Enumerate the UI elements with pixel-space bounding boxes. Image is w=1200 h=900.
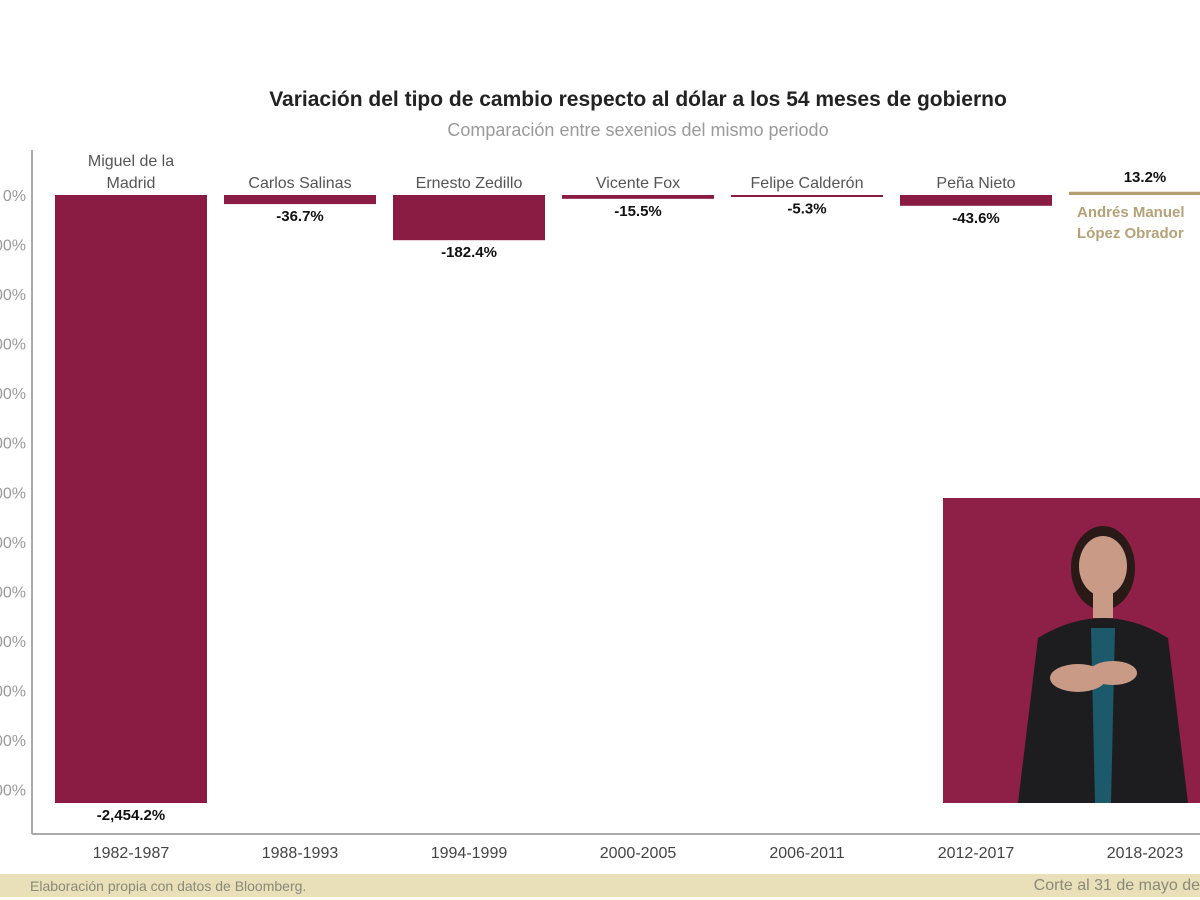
y-tick-label: -1,600% (0, 584, 26, 601)
bar-2018-2023 (1069, 191, 1200, 195)
y-tick-label: -2,200% (0, 733, 26, 750)
series-label: Miguel de la (88, 153, 174, 170)
data-label: -2,454.2% (97, 807, 165, 824)
y-tick-label: 0% (3, 188, 26, 205)
chart-subtitle: Comparación entre sexenios del mismo per… (447, 120, 829, 140)
y-tick-label: -600% (0, 337, 26, 354)
series-label: Carlos Salinas (248, 175, 351, 192)
series-label: Ernesto Zedillo (416, 175, 523, 192)
series-label: Andrés Manuel (1077, 204, 1185, 221)
data-label: -15.5% (614, 203, 662, 220)
y-tick-label: -200% (0, 238, 26, 255)
y-tick-label: -1,800% (0, 634, 26, 651)
cutoff-date: Corte al 31 de mayo de (1033, 877, 1200, 894)
bar-2006-2011 (731, 195, 883, 197)
bar-1994-1999 (393, 195, 545, 241)
series-label: Madrid (107, 175, 156, 192)
series-label: Peña Nieto (936, 175, 1015, 192)
bar-1982-1987 (55, 195, 207, 803)
interpreter-video (943, 498, 1200, 803)
interpreter-figure (1018, 526, 1188, 803)
x-tick-label: 1982-1987 (93, 845, 170, 862)
bar-2000-2005 (562, 195, 714, 199)
y-tick-label: -2,400% (0, 783, 26, 800)
x-tick-label: 2018-2023 (1107, 845, 1184, 862)
bar-1988-1993 (224, 195, 376, 205)
series-label: López Obrador (1077, 225, 1184, 242)
series-label: Felipe Calderón (751, 175, 864, 192)
footer-bar: Elaboración propia con datos de Bloomber… (0, 874, 1200, 897)
data-label: 13.2% (1124, 169, 1167, 186)
data-label: -43.6% (952, 210, 1000, 227)
data-label: -182.4% (441, 244, 497, 261)
x-tick-label: 1988-1993 (262, 845, 339, 862)
x-tick-label: 1994-1999 (431, 845, 508, 862)
y-tick-label: -400% (0, 287, 26, 304)
series-label: Vicente Fox (596, 175, 680, 192)
x-tick-label: 2006-2011 (769, 845, 844, 862)
bar-2012-2017 (900, 195, 1052, 206)
x-tick-label: 2012-2017 (938, 845, 1015, 862)
data-label: -36.7% (276, 208, 324, 225)
y-tick-label: -800% (0, 386, 26, 403)
y-tick-label: -2,000% (0, 683, 26, 700)
y-tick-label: -1,200% (0, 485, 26, 502)
y-tick-label: -1,400% (0, 535, 26, 552)
data-label: -5.3% (787, 200, 826, 217)
chart-title: Variación del tipo de cambio respecto al… (269, 88, 1007, 111)
x-tick-label: 2000-2005 (600, 845, 677, 862)
y-tick-label: -1,000% (0, 436, 26, 453)
source-note: Elaboración propia con datos de Bloomber… (30, 878, 307, 894)
